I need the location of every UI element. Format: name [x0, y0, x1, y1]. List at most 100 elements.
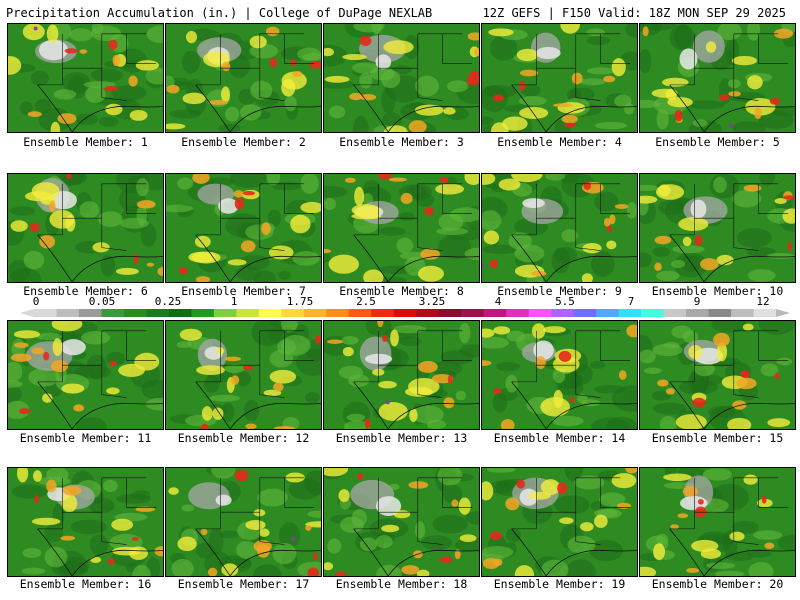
run-valid-time: 12Z GEFS | F150 Valid: 18Z MON SEP 29 20… [482, 6, 786, 20]
colorbar-swatch [528, 309, 552, 317]
colorbar-swatch [168, 309, 192, 317]
ensemble-member-map [481, 320, 638, 430]
precipitation-map [166, 468, 321, 576]
ensemble-member-map [165, 173, 322, 283]
colorbar-tick-label: 0.05 [88, 295, 116, 308]
colorbar-swatch [326, 309, 350, 317]
ensemble-member-label: Ensemble Member: 16 [19, 577, 152, 591]
ensemble-member-label: Ensemble Member: 3 [339, 135, 464, 149]
precipitation-map [8, 321, 163, 429]
colorbar-swatch [506, 309, 530, 317]
colorbar-swatch [191, 309, 215, 317]
colorbar-swatch [641, 309, 665, 317]
colorbar-swatch [281, 309, 305, 317]
colorbar-labels: 0 0.05 0.25 1 1.75 2.5 3.25 4 5.5 7 9 12 [0, 296, 800, 309]
ensemble-member-label: Ensemble Member: 13 [335, 431, 468, 445]
colorbar-swatch [731, 309, 755, 317]
colorbar-swatch [551, 309, 575, 317]
precipitation-map [482, 321, 637, 429]
ensemble-member-label: Ensemble Member: 7 [181, 284, 306, 298]
ensemble-member-map [7, 23, 164, 133]
colorbar-swatch [483, 309, 507, 317]
colorbar-swatch [303, 309, 327, 317]
ensemble-member-map [165, 23, 322, 133]
ensemble-member-label: Ensemble Member: 9 [497, 284, 622, 298]
colorbar-swatch [101, 309, 125, 317]
ensemble-member-map [323, 467, 480, 577]
ensemble-member-label: Ensemble Member: 4 [497, 135, 622, 149]
colorbar-swatch [753, 309, 776, 317]
colorbar-swatch [686, 309, 710, 317]
ensemble-member-label: Ensemble Member: 5 [655, 135, 780, 149]
map-title: Precipitation Accumulation (in.) | Colle… [6, 6, 433, 20]
colorbar-tick-label: 0.25 [154, 295, 182, 308]
ensemble-member-label: Ensemble Member: 11 [19, 431, 152, 445]
precipitation-map [482, 174, 637, 282]
ensemble-member-map [481, 173, 638, 283]
colorbar-swatch [146, 309, 170, 317]
ensemble-member-label: Ensemble Member: 2 [181, 135, 306, 149]
precipitation-map [8, 468, 163, 576]
precipitation-map [166, 321, 321, 429]
ensemble-member-label: Ensemble Member: 20 [651, 577, 784, 591]
colorbar-tick-label: 2.5 [356, 295, 376, 308]
colorbar-swatch [393, 309, 417, 317]
colorbar-tick-label: 7 [627, 295, 635, 308]
ensemble-member-label: Ensemble Member: 6 [23, 284, 148, 298]
colorbar-swatch [236, 309, 260, 317]
colorbar-tick-label: 5.5 [555, 295, 575, 308]
colorbar-swatch [663, 309, 687, 317]
colorbar-swatch [573, 309, 597, 317]
precipitation-colorbar [34, 309, 776, 317]
precipitation-map [640, 24, 795, 132]
precipitation-map [482, 468, 637, 576]
colorbar-swatch [618, 309, 642, 317]
precipitation-map [8, 174, 163, 282]
ensemble-member-label: Ensemble Member: 1 [23, 135, 148, 149]
ensemble-member-map [639, 173, 796, 283]
ensemble-member-label: Ensemble Member: 8 [339, 284, 464, 298]
ensemble-member-map [323, 320, 480, 430]
ensemble-member-map [323, 23, 480, 133]
colorbar-tick-label: 4 [494, 295, 502, 308]
ensemble-member-label: Ensemble Member: 15 [651, 431, 784, 445]
colorbar-tick-label: 1 [230, 295, 238, 308]
precipitation-map [324, 321, 479, 429]
ensemble-member-map [639, 23, 796, 133]
colorbar-swatch [438, 309, 462, 317]
colorbar-tick-label: 0 [32, 295, 40, 308]
colorbar-tick-label: 1.75 [286, 295, 314, 308]
colorbar-swatch [708, 309, 732, 317]
ensemble-member-map [639, 320, 796, 430]
ensemble-member-label: Ensemble Member: 18 [335, 577, 468, 591]
colorbar-swatch [348, 309, 372, 317]
ensemble-member-label: Ensemble Member: 19 [493, 577, 626, 591]
ensemble-member-map [7, 467, 164, 577]
ensemble-member-label: Ensemble Member: 17 [177, 577, 310, 591]
colorbar-high-arrow [776, 309, 790, 317]
colorbar-swatch [34, 309, 57, 317]
colorbar-swatch [461, 309, 485, 317]
ensemble-member-label: Ensemble Member: 10 [651, 284, 784, 298]
colorbar-swatch [596, 309, 620, 317]
ensemble-member-map [323, 173, 480, 283]
colorbar-swatch [78, 309, 102, 317]
ensemble-member-map [7, 320, 164, 430]
ensemble-member-map [639, 467, 796, 577]
precipitation-map [640, 321, 795, 429]
ensemble-member-map [7, 173, 164, 283]
colorbar-swatch [56, 309, 80, 317]
colorbar-tick-label: 3.25 [418, 295, 446, 308]
colorbar-swatch [416, 309, 440, 317]
precipitation-map [640, 468, 795, 576]
precipitation-map [324, 468, 479, 576]
colorbar-low-arrow [20, 309, 34, 317]
ensemble-member-label: Ensemble Member: 12 [177, 431, 310, 445]
colorbar-swatch [371, 309, 395, 317]
precipitation-map [166, 174, 321, 282]
precipitation-map [8, 24, 163, 132]
ensemble-member-label: Ensemble Member: 14 [493, 431, 626, 445]
ensemble-member-map [165, 467, 322, 577]
precipitation-map [640, 174, 795, 282]
colorbar-swatch [258, 309, 282, 317]
